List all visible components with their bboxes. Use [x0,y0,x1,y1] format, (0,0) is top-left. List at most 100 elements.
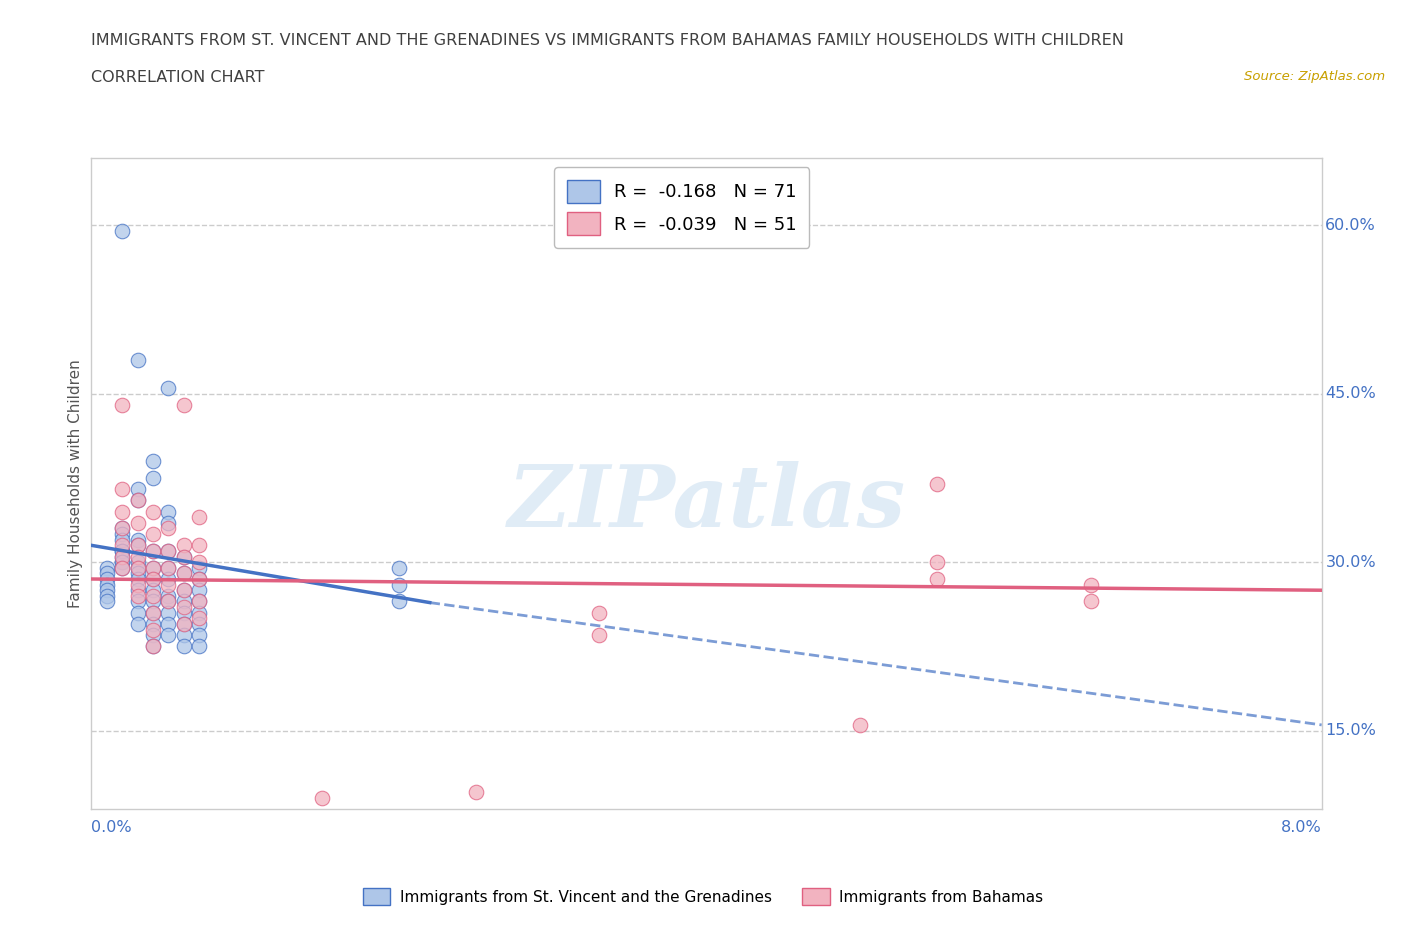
Point [188,605,211,620]
Point [173,617,195,631]
Point [111,543,134,558]
Point [188,594,211,609]
Point [127,532,149,547]
Point [157,504,180,519]
Point [127,538,149,552]
Point [142,561,165,576]
Point [111,526,134,541]
Point [157,543,180,558]
Point [157,561,180,576]
Point [96,594,118,609]
Point [142,617,165,631]
Point [173,538,195,552]
Point [111,549,134,564]
Point [142,628,165,643]
Point [142,543,165,558]
Point [588,605,610,620]
Point [127,617,149,631]
Point [173,566,195,581]
Point [142,454,165,469]
Point [96,566,118,581]
Point [157,594,180,609]
Point [142,589,165,604]
Point [111,561,134,576]
Point [173,639,195,654]
Point [127,578,149,592]
Text: 8.0%: 8.0% [1281,820,1322,835]
Point [142,543,165,558]
Point [111,549,134,564]
Point [173,549,195,564]
Point [157,578,180,592]
Point [927,554,949,569]
Point [111,223,134,238]
Text: 60.0%: 60.0% [1326,218,1376,232]
Point [142,504,165,519]
Point [173,594,195,609]
Point [1080,594,1102,609]
Point [157,515,180,530]
Point [388,578,411,592]
Point [849,717,872,732]
Point [111,398,134,413]
Point [142,471,165,485]
Text: ZIPatlas: ZIPatlas [508,461,905,545]
Point [188,572,211,587]
Point [188,611,211,626]
Point [111,532,134,547]
Point [127,566,149,581]
Text: 0.0%: 0.0% [91,820,132,835]
Point [127,515,149,530]
Point [142,583,165,598]
Point [173,628,195,643]
Point [388,561,411,576]
Point [157,617,180,631]
Point [142,572,165,587]
Point [111,521,134,536]
Point [127,482,149,497]
Point [157,605,180,620]
Point [142,622,165,637]
Point [927,572,949,587]
Point [173,583,195,598]
Point [96,578,118,592]
Point [111,521,134,536]
Point [927,476,949,491]
Point [188,510,211,525]
Point [173,617,195,631]
Point [127,561,149,576]
Point [188,561,211,576]
Point [111,482,134,497]
Point [142,594,165,609]
Point [173,600,195,615]
Point [157,572,180,587]
Point [127,549,149,564]
Y-axis label: Family Households with Children: Family Households with Children [67,359,83,608]
Point [173,398,195,413]
Point [127,493,149,508]
Point [127,594,149,609]
Point [1080,578,1102,592]
Point [157,521,180,536]
Point [96,589,118,604]
Point [173,566,195,581]
Point [111,504,134,519]
Point [311,790,333,805]
Point [111,538,134,552]
Text: 15.0%: 15.0% [1326,723,1376,738]
Point [188,639,211,654]
Point [464,785,486,800]
Text: 45.0%: 45.0% [1326,386,1376,402]
Point [127,583,149,598]
Point [188,538,211,552]
Point [96,583,118,598]
Point [127,352,149,367]
Point [157,628,180,643]
Point [173,605,195,620]
Point [157,589,180,604]
Point [142,561,165,576]
Point [127,572,149,587]
Point [142,526,165,541]
Point [111,554,134,569]
Point [188,628,211,643]
